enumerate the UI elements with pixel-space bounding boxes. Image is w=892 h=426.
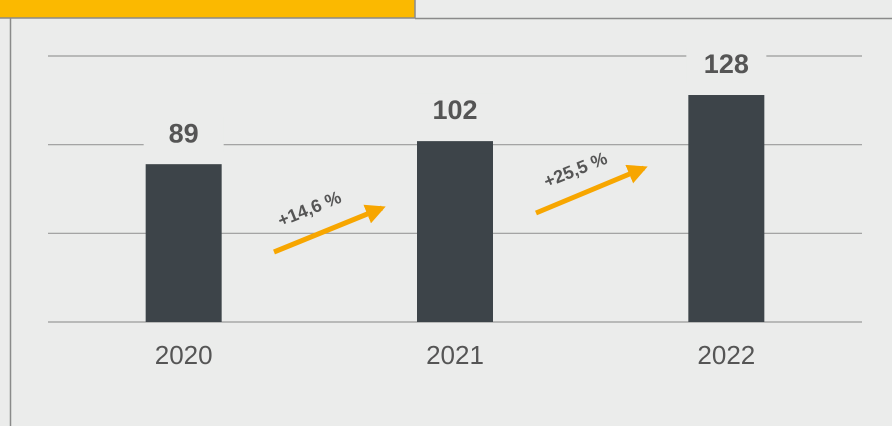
x-tick-label: 2020 <box>155 340 213 370</box>
value-label-bg <box>415 93 495 130</box>
bar <box>688 95 765 322</box>
x-tick-label: 2021 <box>426 340 484 370</box>
value-label-bg <box>686 47 767 84</box>
bar <box>145 164 222 322</box>
growth-arrow <box>273 204 386 255</box>
growth-arrow <box>535 164 648 216</box>
value-label: 128 <box>704 49 749 79</box>
value-label-bg <box>143 116 224 153</box>
bar <box>417 141 493 322</box>
value-label: 102 <box>432 95 477 125</box>
value-label: 89 <box>169 118 199 148</box>
x-tick-label: 2022 <box>697 340 755 370</box>
title-box <box>0 0 416 19</box>
